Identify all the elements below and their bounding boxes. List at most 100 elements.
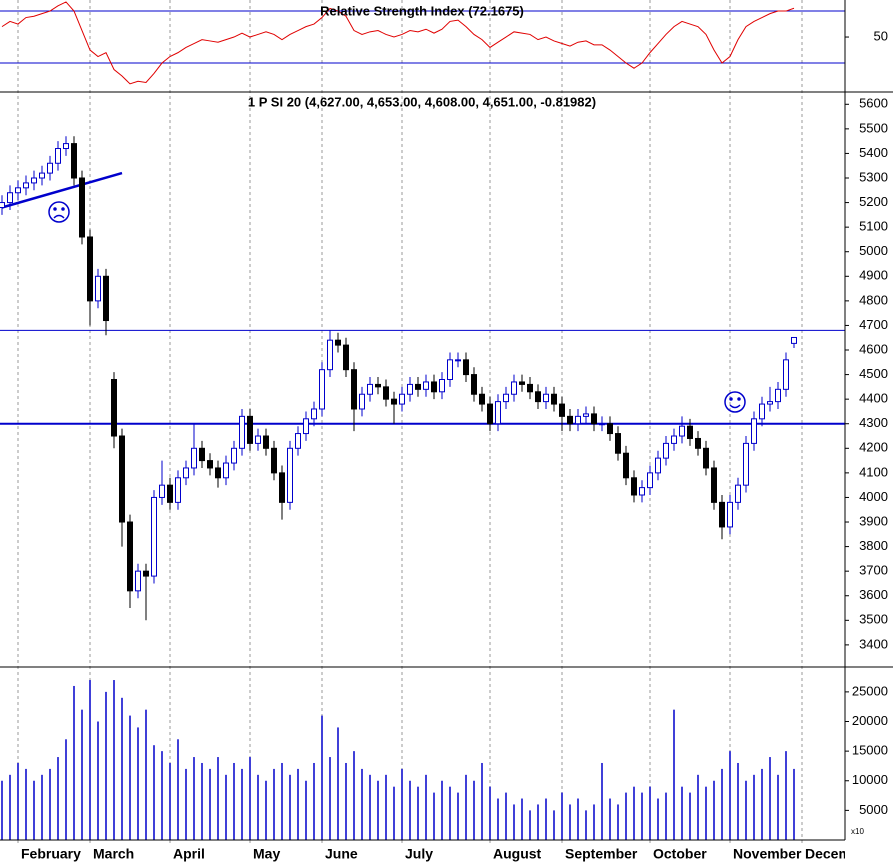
candle-body bbox=[327, 339, 333, 371]
candle-body bbox=[607, 423, 613, 435]
volume-bar bbox=[601, 762, 603, 840]
candle-body bbox=[695, 437, 701, 449]
candle-body bbox=[47, 162, 53, 174]
candle-body bbox=[679, 425, 685, 437]
y-tick-label: 3600 bbox=[859, 587, 888, 602]
volume-bar bbox=[737, 762, 739, 840]
sad-face bbox=[48, 201, 70, 223]
volume-bar bbox=[681, 786, 683, 840]
volume-bar bbox=[745, 780, 747, 840]
volume-bar bbox=[537, 804, 539, 840]
volume-bar bbox=[697, 774, 699, 840]
volume-bar bbox=[65, 739, 67, 840]
volume-bar bbox=[417, 786, 419, 840]
candle-body bbox=[407, 383, 413, 395]
volume-bar bbox=[169, 762, 171, 840]
volume-bar bbox=[761, 768, 763, 840]
candle-body bbox=[255, 435, 261, 444]
candle-body bbox=[511, 381, 517, 395]
candle-body bbox=[775, 388, 781, 403]
y-tick-label: 3400 bbox=[859, 636, 888, 651]
volume-bar bbox=[97, 721, 99, 840]
volume-bar bbox=[409, 780, 411, 840]
volume-bar bbox=[257, 774, 259, 840]
volume-bar bbox=[25, 768, 27, 840]
volume-bar bbox=[137, 727, 139, 840]
volume-bar bbox=[177, 739, 179, 840]
candle-body bbox=[143, 570, 149, 577]
candle-body bbox=[87, 236, 93, 302]
candle-body bbox=[15, 187, 21, 194]
candle-body bbox=[271, 447, 277, 474]
y-tick-label: 5500 bbox=[859, 120, 888, 135]
candle-body bbox=[199, 447, 205, 462]
x-tick-label: June bbox=[325, 846, 358, 862]
volume-bar bbox=[529, 810, 531, 840]
volume-bar bbox=[473, 780, 475, 840]
x-tick-label: February bbox=[21, 846, 81, 862]
candle-body bbox=[31, 177, 37, 184]
volume-bar bbox=[545, 798, 547, 840]
candle-body bbox=[79, 177, 85, 238]
candle-body bbox=[279, 472, 285, 503]
volume-bar bbox=[209, 768, 211, 840]
candle-body bbox=[423, 381, 429, 390]
candle-body bbox=[415, 383, 421, 390]
candle-body bbox=[759, 403, 765, 420]
volume-bar bbox=[81, 709, 83, 840]
y-tick-label: 5600 bbox=[859, 96, 888, 111]
candle-body bbox=[95, 275, 101, 302]
candle-body bbox=[207, 460, 213, 469]
y-tick-label: 5000 bbox=[859, 243, 888, 258]
candle-body bbox=[431, 381, 437, 393]
candle-body bbox=[439, 379, 445, 393]
volume-bar bbox=[625, 792, 627, 840]
volume-bar bbox=[721, 768, 723, 840]
y-tick-label: 50 bbox=[874, 28, 888, 43]
y-tick-label: 4400 bbox=[859, 391, 888, 406]
happy-face bbox=[724, 391, 746, 413]
volume-bar bbox=[505, 792, 507, 840]
volume-bar bbox=[393, 786, 395, 840]
candle-body bbox=[295, 433, 301, 449]
y-tick-label: 4500 bbox=[859, 366, 888, 381]
volume-bar bbox=[585, 810, 587, 840]
volume-bar bbox=[377, 780, 379, 840]
candle-body bbox=[39, 172, 45, 179]
candle-body bbox=[231, 447, 237, 464]
y-tick-label: 4200 bbox=[859, 440, 888, 455]
volume-bar bbox=[161, 751, 163, 840]
candle-body bbox=[751, 418, 757, 444]
candle-body bbox=[559, 403, 565, 417]
volume-bar bbox=[673, 709, 675, 840]
volume-bar bbox=[793, 768, 795, 840]
y-tick-label: 4800 bbox=[859, 292, 888, 307]
volume-bar bbox=[57, 757, 59, 840]
candle-body bbox=[135, 570, 141, 592]
volume-bar bbox=[89, 680, 91, 840]
rsi-line bbox=[1, 1, 795, 85]
volume-bar bbox=[633, 786, 635, 840]
candle-body bbox=[639, 487, 645, 496]
candle-body bbox=[687, 425, 693, 439]
candle-body bbox=[735, 484, 741, 503]
volume-bar bbox=[41, 774, 43, 840]
volume-unit: x10 bbox=[851, 827, 864, 836]
plot-area: February March April May June July August Septe… bbox=[0, 0, 873, 862]
volume-bar bbox=[185, 768, 187, 840]
volume-bar bbox=[49, 768, 51, 840]
volume-bar bbox=[193, 757, 195, 840]
volume-bar bbox=[369, 774, 371, 840]
volume-bar bbox=[665, 792, 667, 840]
volume-bar bbox=[337, 727, 339, 840]
volume-bar bbox=[569, 804, 571, 840]
y-tick-label: 5000 bbox=[859, 802, 888, 817]
candle-body bbox=[119, 435, 125, 523]
x-tick-label: November bbox=[733, 846, 802, 862]
volume-bar bbox=[249, 757, 251, 840]
candle-body bbox=[703, 447, 709, 469]
candle-body bbox=[367, 383, 373, 395]
volume-bar bbox=[321, 715, 323, 840]
volume-bar bbox=[217, 757, 219, 840]
